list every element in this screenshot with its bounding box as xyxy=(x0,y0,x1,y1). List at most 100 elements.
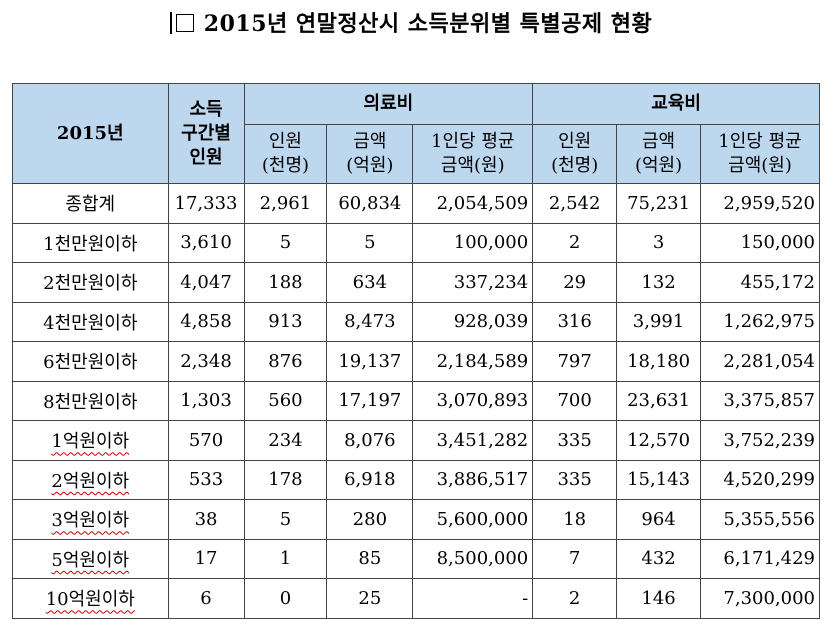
cell-row-label: 8천만원이하 xyxy=(12,380,169,421)
cell-medical-average: 100,000 xyxy=(412,222,534,263)
cell-medical-average: 337,234 xyxy=(412,262,534,303)
cell-education-average: 5,355,556 xyxy=(700,499,820,540)
cell-income-people: 3,610 xyxy=(167,222,245,263)
cell-education-average: 3,752,239 xyxy=(700,420,820,461)
subheader-medical-people: 인원 (천명) xyxy=(243,124,328,184)
cell-education-amount: 3 xyxy=(616,222,702,263)
cell-medical-average: 3,070,893 xyxy=(412,380,534,421)
cell-education-average: 150,000 xyxy=(700,222,820,263)
cell-medical-average: 2,184,589 xyxy=(412,341,534,382)
cell-income-people: 4,858 xyxy=(167,301,245,342)
cell-row-label: 6천만원이하 xyxy=(12,341,169,382)
cell-medical-amount: 8,473 xyxy=(326,301,414,342)
cell-medical-amount: 60,834 xyxy=(326,183,414,224)
cell-education-average: 7,300,000 xyxy=(700,578,820,619)
cell-medical-people: 1 xyxy=(243,538,328,579)
cell-medical-amount: 85 xyxy=(326,538,414,579)
cell-education-amount: 964 xyxy=(616,499,702,540)
cell-row-label: 10억원이하 xyxy=(12,578,169,619)
page-title: 2015년 연말정산시 소득분위별 특별공제 현황 xyxy=(0,6,828,38)
cell-row-label: 3억원이하 xyxy=(12,499,169,540)
cell-medical-average: 3,451,282 xyxy=(412,420,534,461)
subheader-education-average: 1인당 평균 금액(원) xyxy=(700,124,820,184)
cell-education-amount: 146 xyxy=(616,578,702,619)
checkbox-bullet-icon xyxy=(169,12,194,34)
table-row: 6천만원이하 2,348 876 19,137 2,184,589 797 18,180 2,… xyxy=(12,341,820,382)
cell-medical-average: 8,500,000 xyxy=(412,538,534,579)
table-row: 2천만원이하 4,047 188 634 337,234 29 132 455,172 xyxy=(12,262,820,303)
subheader-medical-average: 1인당 평균 금액(원) xyxy=(412,124,534,184)
cell-education-people: 29 xyxy=(532,262,618,303)
cell-education-people: 335 xyxy=(532,459,618,500)
cell-row-label: 4천만원이하 xyxy=(12,301,169,342)
cell-medical-people: 5 xyxy=(243,222,328,263)
table-row: 2억원이하 533 178 6,918 3,886,517 335 15,143 4,520,… xyxy=(12,459,820,500)
cell-income-people: 533 xyxy=(167,459,245,500)
cell-medical-amount: 5 xyxy=(326,222,414,263)
cell-medical-people: 560 xyxy=(243,380,328,421)
cell-row-label: 2천만원이하 xyxy=(12,262,169,303)
cell-medical-people: 234 xyxy=(243,420,328,461)
cell-medical-average: 928,039 xyxy=(412,301,534,342)
table-row: 1천만원이하 3,610 5 5 100,000 2 3 150,000 xyxy=(12,222,820,263)
cell-income-people: 38 xyxy=(167,499,245,540)
cell-medical-amount: 6,918 xyxy=(326,459,414,500)
title-text: 2015년 연말정산시 소득분위별 특별공제 현황 xyxy=(203,11,653,37)
cell-education-people: 18 xyxy=(532,499,618,540)
cell-row-label: 1억원이하 xyxy=(12,420,169,461)
cell-medical-people: 876 xyxy=(243,341,328,382)
table-row: 8천만원이하 1,303 560 17,197 3,070,893 700 23,631 3,… xyxy=(12,380,820,421)
cell-education-amount: 15,143 xyxy=(616,459,702,500)
cell-income-people: 4,047 xyxy=(167,262,245,303)
cell-medical-people: 0 xyxy=(243,578,328,619)
cell-medical-amount: 19,137 xyxy=(326,341,414,382)
table-row: 3억원이하 38 5 280 5,600,000 18 964 5,355,556 xyxy=(12,499,820,540)
cell-row-label: 2억원이하 xyxy=(12,459,169,500)
cell-medical-people: 913 xyxy=(243,301,328,342)
cell-income-people: 1,303 xyxy=(167,380,245,421)
cell-education-amount: 12,570 xyxy=(616,420,702,461)
cell-education-amount: 432 xyxy=(616,538,702,579)
cell-education-people: 335 xyxy=(532,420,618,461)
cell-education-amount: 3,991 xyxy=(616,301,702,342)
cell-medical-average: 5,600,000 xyxy=(412,499,534,540)
header-education: 교육비 xyxy=(532,83,820,125)
cell-education-amount: 18,180 xyxy=(616,341,702,382)
cell-row-label: 5억원이하 xyxy=(12,538,169,579)
cell-education-average: 3,375,857 xyxy=(700,380,820,421)
subheader-education-amount: 금액 (억원) xyxy=(616,124,702,184)
subheader-education-people: 인원 (천명) xyxy=(532,124,618,184)
cell-education-amount: 132 xyxy=(616,262,702,303)
cell-medical-people: 178 xyxy=(243,459,328,500)
cell-income-people: 570 xyxy=(167,420,245,461)
cell-income-people: 2,348 xyxy=(167,341,245,382)
cell-education-people: 700 xyxy=(532,380,618,421)
table-row: 종합계 17,333 2,961 60,834 2,054,509 2,542 75,231… xyxy=(12,183,820,224)
cell-education-average: 1,262,975 xyxy=(700,301,820,342)
header-income-bracket-people: 소득 구간별 인원 xyxy=(167,83,245,184)
cell-education-average: 4,520,299 xyxy=(700,459,820,500)
table-row: 5억원이하 17 1 85 8,500,000 7 432 6,171,429 xyxy=(12,538,820,579)
subheader-medical-amount: 금액 (억원) xyxy=(326,124,414,184)
cell-education-average: 2,281,054 xyxy=(700,341,820,382)
cell-income-people: 6 xyxy=(167,578,245,619)
cell-education-amount: 23,631 xyxy=(616,380,702,421)
table-row: 1억원이하 570 234 8,076 3,451,282 335 12,570 3,752,… xyxy=(12,420,820,461)
cell-medical-amount: 634 xyxy=(326,262,414,303)
cell-education-people: 2,542 xyxy=(532,183,618,224)
cell-medical-amount: 280 xyxy=(326,499,414,540)
cell-row-label: 종합계 xyxy=(12,183,169,224)
table-row: 10억원이하 6 0 25-2 146 7,300,000 xyxy=(12,578,820,619)
cell-medical-people: 2,961 xyxy=(243,183,328,224)
header-year: 2015년 xyxy=(12,83,169,184)
table-body: 종합계 17,333 2,961 60,834 2,054,509 2,542 75,231… xyxy=(12,183,820,619)
cell-education-amount: 75,231 xyxy=(616,183,702,224)
cell-education-people: 316 xyxy=(532,301,618,342)
cell-education-average: 6,171,429 xyxy=(700,538,820,579)
cell-education-people: 2 xyxy=(532,578,618,619)
cell-medical-amount: 17,197 xyxy=(326,380,414,421)
cell-education-people: 7 xyxy=(532,538,618,579)
cell-education-people: 2 xyxy=(532,222,618,263)
table-row: 4천만원이하 4,858 913 8,473 928,039 316 3,991 1,262,… xyxy=(12,301,820,342)
cell-education-average: 2,959,520 xyxy=(700,183,820,224)
